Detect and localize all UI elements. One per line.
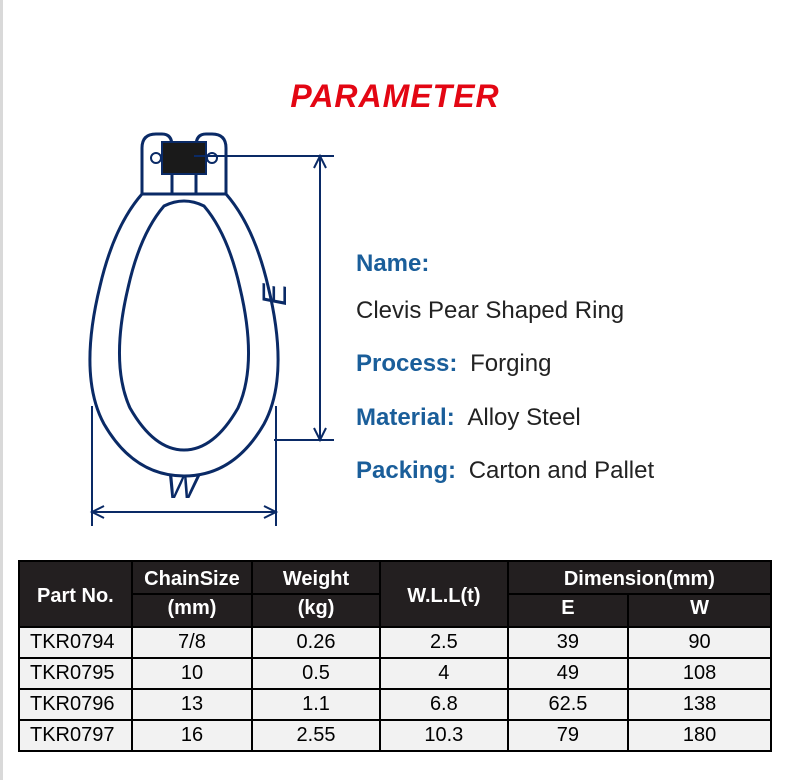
page-title: PARAMETER xyxy=(0,78,790,115)
info-process-label: Process: xyxy=(356,350,457,377)
cell-part-no: TKR0797 xyxy=(19,720,132,751)
product-info: Name: Clevis Pear Shaped Ring Process: F… xyxy=(356,248,756,508)
spec-table-wrap: Part No. ChainSize Weight W.L.L(t) Dimen… xyxy=(18,560,772,752)
table-header: Part No. ChainSize Weight W.L.L(t) Dimen… xyxy=(19,561,771,627)
dimension-e-label: E xyxy=(256,283,294,306)
clevis-pin xyxy=(162,142,206,174)
cell-e: 39 xyxy=(508,627,628,658)
info-material: Material: Alloy Steel xyxy=(356,402,756,433)
cell-weight: 0.26 xyxy=(252,627,380,658)
table-row: TKR0797 16 2.55 10.3 79 180 xyxy=(19,720,771,751)
col-dim-w: W xyxy=(628,594,771,627)
pear-ring-inner xyxy=(119,201,248,450)
cell-chainsize: 10 xyxy=(132,658,252,689)
cell-wll: 4 xyxy=(380,658,508,689)
cell-chainsize: 16 xyxy=(132,720,252,751)
info-process: Process: Forging xyxy=(356,348,756,379)
col-wll: W.L.L(t) xyxy=(380,561,508,627)
dimension-w-label: W xyxy=(166,468,201,506)
col-chainsize-unit: (mm) xyxy=(132,594,252,627)
cell-weight: 1.1 xyxy=(252,689,380,720)
cell-e: 49 xyxy=(508,658,628,689)
spec-table: Part No. ChainSize Weight W.L.L(t) Dimen… xyxy=(18,560,772,752)
info-name: Name: Clevis Pear Shaped Ring xyxy=(356,248,756,326)
cell-w: 108 xyxy=(628,658,771,689)
cell-chainsize: 13 xyxy=(132,689,252,720)
info-packing-value: Carton and Pallet xyxy=(469,457,654,484)
info-packing-label: Packing: xyxy=(356,457,456,484)
cell-w: 138 xyxy=(628,689,771,720)
col-dimension: Dimension(mm) xyxy=(508,561,771,594)
table-row: TKR0795 10 0.5 4 49 108 xyxy=(19,658,771,689)
cell-weight: 0.5 xyxy=(252,658,380,689)
table-row: TKR0796 13 1.1 6.8 62.5 138 xyxy=(19,689,771,720)
cell-part-no: TKR0794 xyxy=(19,627,132,658)
cell-w: 90 xyxy=(628,627,771,658)
col-chainsize: ChainSize xyxy=(132,561,252,594)
col-dim-e: E xyxy=(508,594,628,627)
info-packing: Packing: Carton and Pallet xyxy=(356,455,756,486)
cell-e: 79 xyxy=(508,720,628,751)
cell-weight: 2.55 xyxy=(252,720,380,751)
info-material-label: Material: xyxy=(356,404,455,431)
cell-part-no: TKR0796 xyxy=(19,689,132,720)
col-weight-unit: (kg) xyxy=(252,594,380,627)
info-process-value: Forging xyxy=(470,350,551,377)
clevis-pear-ring-diagram: E W xyxy=(44,116,344,536)
col-weight: Weight xyxy=(252,561,380,594)
pear-ring-outer xyxy=(90,194,278,476)
dimension-w xyxy=(92,406,276,526)
cell-part-no: TKR0795 xyxy=(19,658,132,689)
table-body: TKR0794 7/8 0.26 2.5 39 90 TKR0795 10 0.… xyxy=(19,627,771,751)
info-name-label: Name: xyxy=(356,250,429,277)
cell-chainsize: 7/8 xyxy=(132,627,252,658)
cell-e: 62.5 xyxy=(508,689,628,720)
cell-wll: 2.5 xyxy=(380,627,508,658)
info-name-value: Clevis Pear Shaped Ring xyxy=(356,295,756,326)
col-part-no: Part No. xyxy=(19,561,132,627)
cell-wll: 6.8 xyxy=(380,689,508,720)
page-left-border xyxy=(0,0,3,780)
product-diagram: E W xyxy=(44,116,344,536)
cell-wll: 10.3 xyxy=(380,720,508,751)
info-material-value: Alloy Steel xyxy=(467,404,580,431)
cell-w: 180 xyxy=(628,720,771,751)
table-row: TKR0794 7/8 0.26 2.5 39 90 xyxy=(19,627,771,658)
